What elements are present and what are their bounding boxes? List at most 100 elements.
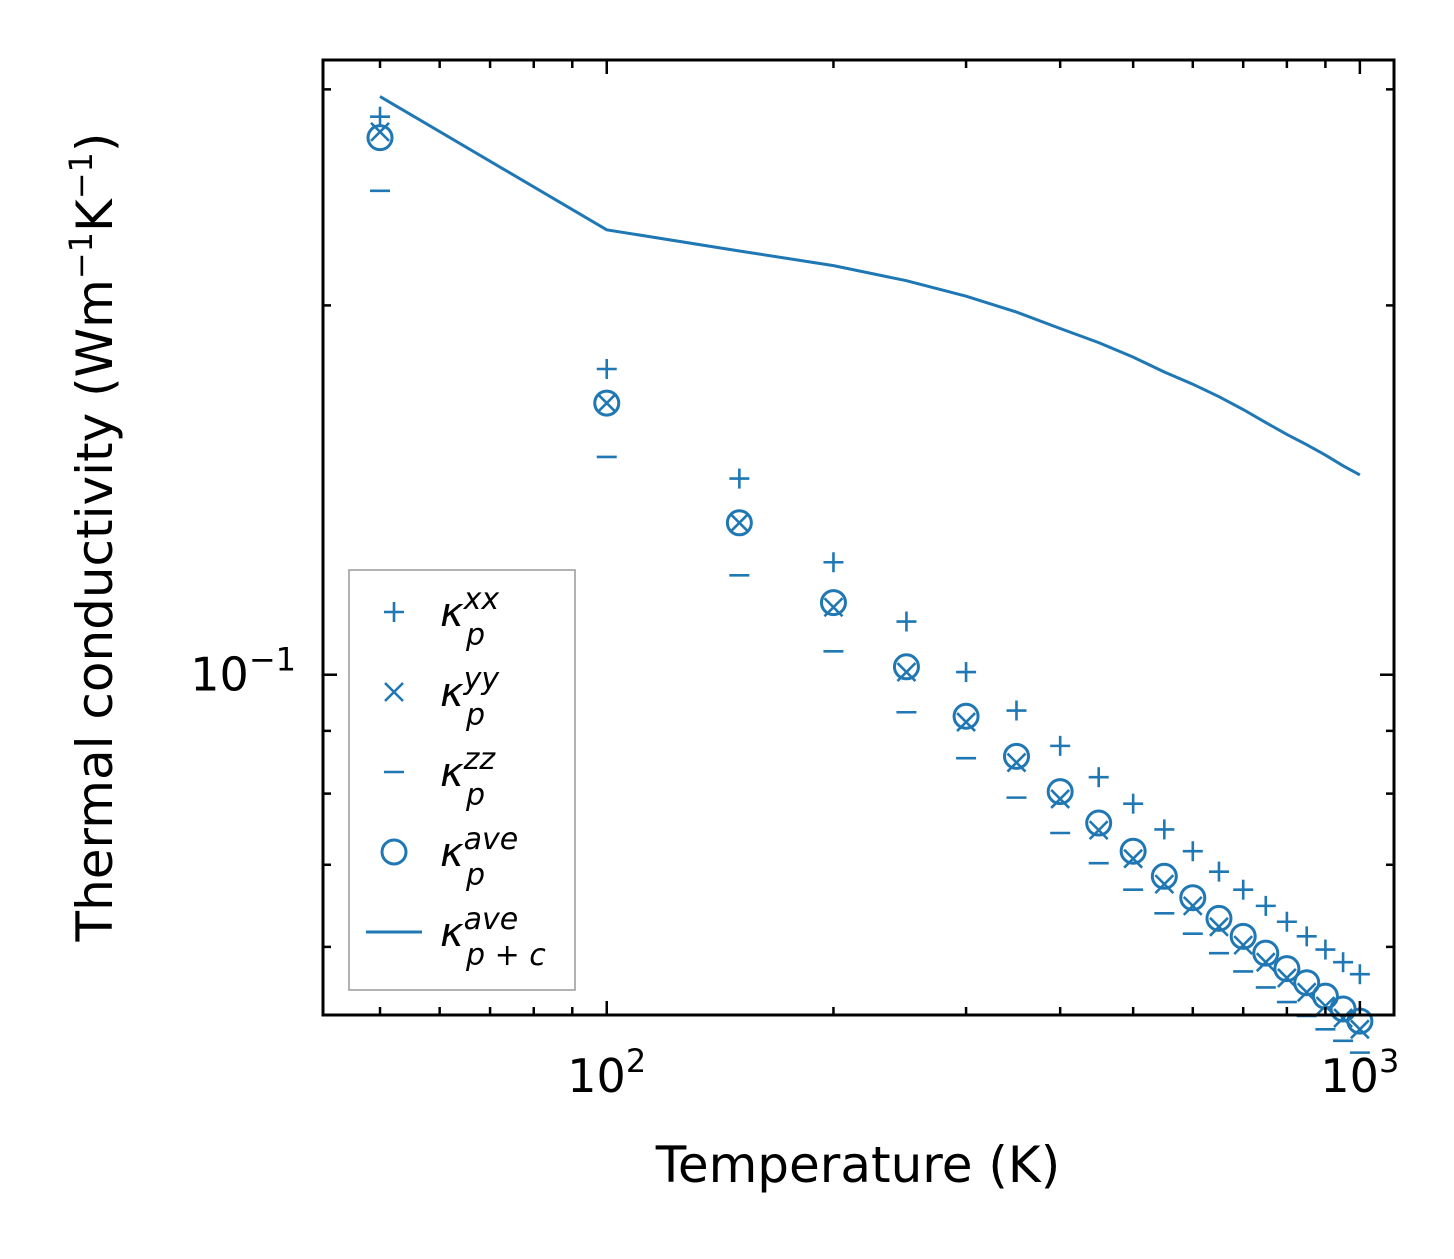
legend-label-kappa_p_yy: κyy p — [440, 662, 500, 733]
x-axis-title: Temperature (K) — [655, 1136, 1060, 1194]
data-point-kappa_p_yy-550-d2 — [1154, 874, 1175, 895]
data-point-kappa_p_xx-550 — [1154, 819, 1175, 840]
data-point-kappa_p_ave-50-ring — [366, 124, 394, 152]
legend-label-base-kappa_p_zz: κ — [440, 750, 464, 796]
data-point-kappa_p_xx-800 — [1276, 911, 1297, 932]
data-point-kappa_p_ave-600-ring — [1179, 884, 1207, 912]
legend-label-sup-kappa_p_zz: zz — [463, 742, 497, 777]
legend-label-sup-kappa_pc_ave: ave — [464, 902, 519, 937]
data-point-kappa_p_xx-50 — [370, 106, 391, 127]
data-point-kappa_p_yy-100 — [596, 393, 617, 413]
data-point-kappa_p_yy-750-d2 — [1255, 952, 1276, 973]
legend-marker-kappa_p_ave — [380, 838, 408, 866]
data-point-kappa_p_xx-200 — [823, 552, 844, 573]
data-point-kappa_p_yy-450 — [1088, 820, 1109, 841]
x-tick-label-base-100: 10 — [567, 1049, 626, 1103]
tick-layer — [323, 60, 1394, 1015]
x-tick-label-exp-1000: 3 — [1379, 1042, 1399, 1080]
data-point-kappa_p_ave-550 — [1150, 862, 1178, 890]
data-point-kappa_p_yy-450-d2 — [1088, 820, 1109, 841]
data-point-kappa_p_ave-150 — [725, 509, 753, 537]
data-point-kappa_p_yy-100-d2 — [596, 393, 617, 413]
legend-label-sub-kappa_p_zz: p — [465, 778, 485, 813]
data-point-kappa_p_ave-100 — [593, 389, 621, 417]
legend-label-sub-kappa_p_xx: p — [465, 618, 485, 653]
legend-marker-kappa_p_yy-d2 — [384, 682, 404, 702]
data-point-kappa_p_xx-900 — [1315, 939, 1336, 960]
data-point-kappa_p_xx-300 — [956, 662, 977, 683]
data-point-kappa_p_xx-950 — [1333, 952, 1354, 973]
data-point-kappa_p_xx-250 — [896, 611, 917, 632]
data-point-kappa_p_xx-350 — [1006, 700, 1027, 721]
series-layer — [366, 95, 1374, 1054]
y-tick-label-base-0.1: 10 — [190, 648, 249, 702]
data-point-kappa_p_ave-800 — [1273, 955, 1301, 983]
data-point-kappa_p_ave-350-ring — [1002, 742, 1030, 770]
data-point-kappa_p_xx-100 — [596, 358, 617, 379]
data-point-kappa_p_ave-300-ring — [952, 702, 980, 730]
legend-label-kappa_p_ave: κave p — [440, 822, 518, 893]
data-point-kappa_p_ave-400 — [1046, 778, 1074, 806]
data-point-kappa_p_yy-500 — [1123, 848, 1144, 869]
data-point-kappa_p_yy-800 — [1276, 968, 1297, 988]
data-point-kappa_p_ave-250 — [892, 653, 920, 681]
data-point-kappa_p_ave-400-ring — [1046, 778, 1074, 806]
data-point-kappa_p_yy-950-d2 — [1333, 1008, 1354, 1028]
data-point-kappa_p_xx-500 — [1123, 793, 1144, 814]
data-point-kappa_p_ave-650 — [1205, 904, 1233, 932]
data-point-kappa_p_ave-750 — [1252, 939, 1280, 967]
data-point-kappa_p_ave-450 — [1085, 809, 1113, 837]
data-point-kappa_p_yy-650-d2 — [1209, 916, 1229, 937]
legend-label-base-kappa_p_ave: κ — [440, 830, 464, 876]
data-point-kappa_p_ave-150-ring — [725, 509, 753, 537]
data-point-kappa_p_ave-50 — [366, 124, 394, 152]
data-point-kappa_p_xx-600 — [1182, 841, 1203, 862]
data-point-kappa_p_yy-400-d2 — [1050, 789, 1071, 809]
legend-label-kappa_p_xx: κxx p — [440, 582, 499, 653]
data-point-kappa_p_yy-1000-d2 — [1349, 1019, 1370, 1040]
data-point-kappa_p_yy-600-d2 — [1182, 895, 1203, 916]
data-point-kappa_p_yy-150-d2 — [729, 512, 750, 533]
data-point-kappa_p_yy-550 — [1154, 874, 1175, 895]
data-point-kappa_p_xx-450 — [1088, 767, 1109, 788]
legend-label-kappa_p_zz: κzz p — [440, 742, 496, 813]
data-point-kappa_p_ave-350 — [1002, 742, 1030, 770]
legend-label-sup-kappa_p_ave: ave — [464, 822, 519, 857]
data-point-kappa_p_ave-200 — [819, 589, 847, 617]
data-point-kappa_p_yy-350 — [1006, 752, 1027, 773]
data-point-kappa_p_ave-500 — [1119, 837, 1147, 865]
data-point-kappa_p_ave-650-ring — [1205, 904, 1233, 932]
x-tick-label-100: 102 — [567, 1042, 646, 1103]
data-point-kappa_p_yy-650 — [1209, 916, 1229, 937]
data-point-kappa_p_xx-650 — [1208, 861, 1229, 882]
data-point-kappa_p_yy-150 — [729, 512, 750, 533]
data-point-kappa_p_yy-1000 — [1349, 1019, 1370, 1040]
data-point-kappa_p_ave-600 — [1179, 884, 1207, 912]
y-tick-label-exp-0.1: −1 — [249, 641, 296, 679]
legend-label-base-kappa_p_xx: κ — [440, 590, 464, 636]
data-point-kappa_p_ave-100-ring — [593, 389, 621, 417]
data-point-kappa_p_yy-350-d2 — [1006, 752, 1027, 773]
data-point-kappa_p_yy-850-d2 — [1296, 982, 1317, 1003]
legend-label-kappa_pc_ave: κave p + c — [440, 902, 546, 973]
legend-label-sub-kappa_pc_ave: p + c — [465, 938, 546, 973]
data-point-kappa_p_ave-250-ring — [892, 653, 920, 681]
x-tick-label-base-1000: 10 — [1320, 1049, 1379, 1103]
data-point-kappa_p_xx-750 — [1255, 895, 1276, 916]
data-point-kappa_p_xx-700 — [1233, 879, 1254, 900]
data-point-kappa_p_yy-750 — [1255, 952, 1276, 973]
data-point-kappa_p_ave-550-ring — [1150, 862, 1178, 890]
data-point-kappa_p_xx-1000 — [1349, 964, 1370, 985]
data-point-kappa_p_ave-450-ring — [1085, 809, 1113, 837]
data-point-kappa_p_xx-400 — [1050, 735, 1071, 756]
y-axis-title: Thermal conductivity (Wm−1K−1) — [62, 133, 124, 943]
data-point-kappa_p_ave-850-ring — [1293, 969, 1321, 997]
data-point-kappa_p_ave-300 — [952, 702, 980, 730]
data-point-kappa_p_ave-700-ring — [1229, 922, 1257, 950]
data-point-kappa_p_xx-150 — [729, 468, 750, 489]
series-line-kappa_pc_ave — [379, 95, 1361, 477]
